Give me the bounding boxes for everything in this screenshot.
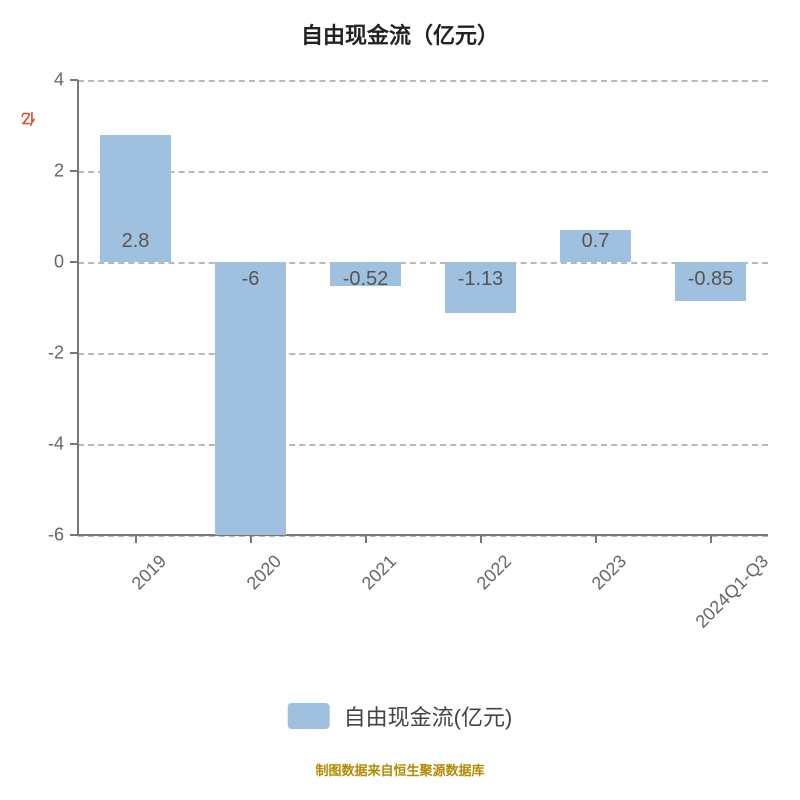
gridline xyxy=(78,80,768,82)
footer-source: 制图数据来自恒生聚源数据库 xyxy=(315,760,484,779)
bar-value-label: -0.85 xyxy=(688,268,734,291)
x-tick-label: 2021 xyxy=(357,551,400,594)
y-tick-label: -4 xyxy=(48,434,64,455)
y-axis-line xyxy=(77,80,79,535)
x-tick-label: 2022 xyxy=(472,551,515,594)
gridline xyxy=(78,262,768,264)
bar xyxy=(215,262,286,535)
y-axis-label: 亿 xyxy=(18,110,38,126)
chart-title: 自由现金流（亿元） xyxy=(0,18,800,50)
bar-value-label: -6 xyxy=(242,268,260,291)
bar-value-label: -1.13 xyxy=(458,268,504,291)
gridline xyxy=(78,444,768,446)
y-tick-label: 2 xyxy=(54,161,64,182)
x-tick-label: 2020 xyxy=(242,551,285,594)
x-tick-mark xyxy=(365,535,367,543)
x-tick-label: 2019 xyxy=(127,551,170,594)
y-tick-label: -2 xyxy=(48,343,64,364)
legend: 自由现金流(亿元) xyxy=(288,700,513,732)
bar-value-label: -0.52 xyxy=(343,268,389,291)
bar-value-label: 0.7 xyxy=(582,230,610,253)
y-tick-label: -6 xyxy=(48,525,64,546)
y-tick-label: 0 xyxy=(54,252,64,273)
x-tick-mark xyxy=(250,535,252,543)
legend-swatch xyxy=(288,703,330,729)
chart-container: 自由现金流（亿元） 亿 -6-4-20242.82019-62020-0.522… xyxy=(0,0,800,800)
bar-value-label: 2.8 xyxy=(122,230,150,253)
gridline xyxy=(78,353,768,355)
x-tick-mark xyxy=(710,535,712,543)
x-tick-mark xyxy=(135,535,137,543)
x-tick-mark xyxy=(595,535,597,543)
x-axis-line xyxy=(77,534,768,536)
plot-area: -6-4-20242.82019-62020-0.522021-1.132022… xyxy=(78,80,768,535)
x-tick-mark xyxy=(480,535,482,543)
gridline xyxy=(78,171,768,173)
y-tick-label: 4 xyxy=(54,70,64,91)
x-tick-label: 2023 xyxy=(587,551,630,594)
legend-label: 自由现金流(亿元) xyxy=(344,700,513,732)
x-tick-label: 2024Q1-Q3 xyxy=(691,551,772,632)
